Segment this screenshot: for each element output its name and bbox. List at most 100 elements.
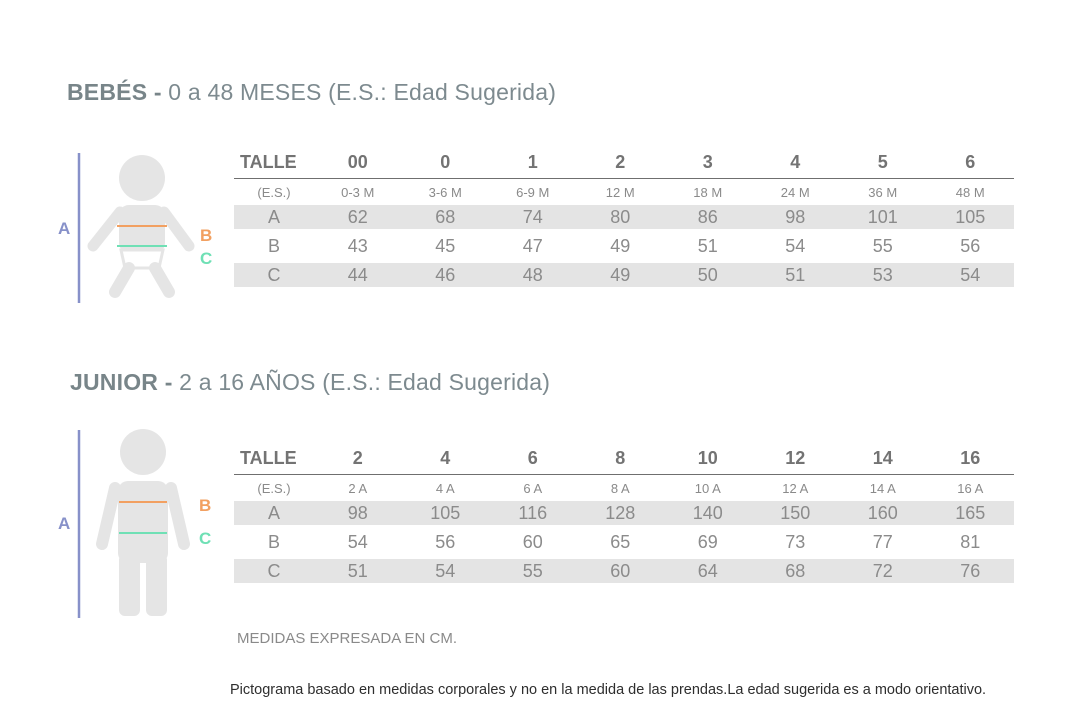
row-label-a: A bbox=[234, 205, 314, 229]
value-cell: 116 bbox=[489, 501, 577, 525]
units-note: MEDIDAS EXPRESADA EN CM. bbox=[237, 630, 458, 647]
age-cell: 12 A bbox=[782, 480, 809, 496]
age-cell: 24 M bbox=[780, 184, 810, 200]
child-pictogram-icon bbox=[77, 429, 190, 618]
value-cell: 68 bbox=[751, 559, 839, 583]
value-cell: 68 bbox=[401, 205, 489, 229]
age-cell: 6-9 M bbox=[516, 184, 550, 200]
row-label-b: B bbox=[267, 531, 280, 552]
value-cell: 54 bbox=[785, 235, 806, 256]
baby-arm-left bbox=[87, 206, 126, 252]
age-cell: 2 A bbox=[348, 480, 368, 496]
row-label-b: B bbox=[267, 235, 280, 256]
size-header: 5 bbox=[839, 147, 927, 179]
disclaimer-text: Pictograma basado en medidas corporales … bbox=[230, 682, 987, 698]
value-cell: 76 bbox=[926, 559, 1014, 583]
age-cell: 3-6 M bbox=[428, 184, 462, 200]
junior-figure-label-a: A bbox=[58, 514, 71, 533]
baby-torso bbox=[119, 205, 165, 253]
value-cell: 74 bbox=[489, 205, 577, 229]
age-cell: 36 M bbox=[868, 184, 898, 200]
value-cell: 150 bbox=[751, 501, 839, 525]
table-row: A 62 68 74 80 86 98 101 105 bbox=[234, 205, 1014, 229]
value-cell: 54 bbox=[347, 531, 368, 552]
bebes-size-table: TALLE 00 0 1 2 3 4 5 6 (E.S.) 0-3 M 3-6 … bbox=[234, 147, 1014, 287]
value-cell: 44 bbox=[314, 263, 402, 287]
age-cell: 18 M bbox=[693, 184, 723, 200]
value-cell: 51 bbox=[697, 235, 718, 256]
value-cell: 69 bbox=[697, 531, 718, 552]
size-header: 0 bbox=[401, 147, 489, 179]
value-cell: 56 bbox=[435, 531, 456, 552]
age-cell: 10 A bbox=[694, 480, 721, 496]
size-header: 4 bbox=[401, 443, 489, 475]
age-cell: 14 A bbox=[869, 480, 896, 496]
row-label-c: C bbox=[234, 263, 314, 287]
age-cell: 16 A bbox=[957, 480, 984, 496]
value-cell: 60 bbox=[522, 531, 543, 552]
size-header: 3 bbox=[664, 147, 752, 179]
age-label: (E.S.) bbox=[257, 184, 291, 200]
bebes-section-title: BEBÉS - 0 a 48 MESES (E.S.: Edad Sugerid… bbox=[67, 79, 556, 106]
baby-leg-left bbox=[109, 262, 135, 298]
child-leg-left bbox=[119, 554, 140, 616]
value-cell: 81 bbox=[960, 531, 981, 552]
age-label: (E.S.) bbox=[257, 480, 291, 496]
value-cell: 50 bbox=[664, 263, 752, 287]
value-cell: 47 bbox=[522, 235, 543, 256]
bebes-title-rest: 0 a 48 MESES (E.S.: Edad Sugerida) bbox=[161, 79, 557, 105]
size-header: 12 bbox=[751, 443, 839, 475]
child-arm-right bbox=[165, 482, 190, 550]
junior-title-bold: JUNIOR - bbox=[70, 369, 173, 395]
table-row: B 54 56 60 65 69 73 77 81 bbox=[234, 525, 1014, 559]
age-cell: 0-3 M bbox=[341, 184, 375, 200]
size-header: 6 bbox=[489, 443, 577, 475]
size-header: 10 bbox=[664, 443, 752, 475]
value-cell: 105 bbox=[401, 501, 489, 525]
age-cell: 6 A bbox=[523, 480, 543, 496]
bebes-figure-label-c: C bbox=[200, 249, 213, 268]
value-cell: 64 bbox=[664, 559, 752, 583]
size-header: 00 bbox=[314, 147, 402, 179]
child-arm-left bbox=[96, 482, 121, 550]
baby-arm-right bbox=[158, 206, 195, 252]
value-cell: 49 bbox=[576, 263, 664, 287]
age-row: (E.S.) 2 A 4 A 6 A 8 A 10 A 12 A 14 A 16… bbox=[234, 475, 1014, 502]
value-cell: 73 bbox=[785, 531, 806, 552]
value-cell: 54 bbox=[401, 559, 489, 583]
table-row: C 51 54 55 60 64 68 72 76 bbox=[234, 559, 1014, 583]
value-cell: 80 bbox=[576, 205, 664, 229]
value-cell: 105 bbox=[926, 205, 1014, 229]
age-row: (E.S.) 0-3 M 3-6 M 6-9 M 12 M 18 M 24 M … bbox=[234, 179, 1014, 206]
child-head bbox=[120, 429, 166, 475]
size-header: 14 bbox=[839, 443, 927, 475]
value-cell: 55 bbox=[489, 559, 577, 583]
size-header: 2 bbox=[314, 443, 402, 475]
value-cell: 53 bbox=[839, 263, 927, 287]
value-cell: 48 bbox=[489, 263, 577, 287]
baby-head bbox=[119, 155, 165, 201]
value-cell: 45 bbox=[435, 235, 456, 256]
value-cell: 43 bbox=[347, 235, 368, 256]
value-cell: 65 bbox=[610, 531, 631, 552]
value-cell: 60 bbox=[576, 559, 664, 583]
table-header-row: TALLE 00 0 1 2 3 4 5 6 bbox=[234, 147, 1014, 179]
size-header: 8 bbox=[576, 443, 664, 475]
value-cell: 160 bbox=[839, 501, 927, 525]
junior-title-rest: 2 a 16 AÑOS (E.S.: Edad Sugerida) bbox=[172, 369, 551, 395]
row-label-a: A bbox=[234, 501, 314, 525]
junior-figure-label-b: B bbox=[199, 496, 212, 515]
value-cell: 54 bbox=[926, 263, 1014, 287]
value-cell: 77 bbox=[872, 531, 893, 552]
talle-header: TALLE bbox=[234, 443, 314, 475]
table-row: B 43 45 47 49 51 54 55 56 bbox=[234, 229, 1014, 263]
table-row: C 44 46 48 49 50 51 53 54 bbox=[234, 263, 1014, 287]
value-cell: 128 bbox=[576, 501, 664, 525]
baby-pictogram-icon bbox=[77, 153, 195, 303]
age-cell: 4 A bbox=[435, 480, 455, 496]
value-cell: 98 bbox=[751, 205, 839, 229]
value-cell: 101 bbox=[839, 205, 927, 229]
value-cell: 98 bbox=[314, 501, 402, 525]
value-cell: 165 bbox=[926, 501, 1014, 525]
age-cell: 8 A bbox=[610, 480, 630, 496]
